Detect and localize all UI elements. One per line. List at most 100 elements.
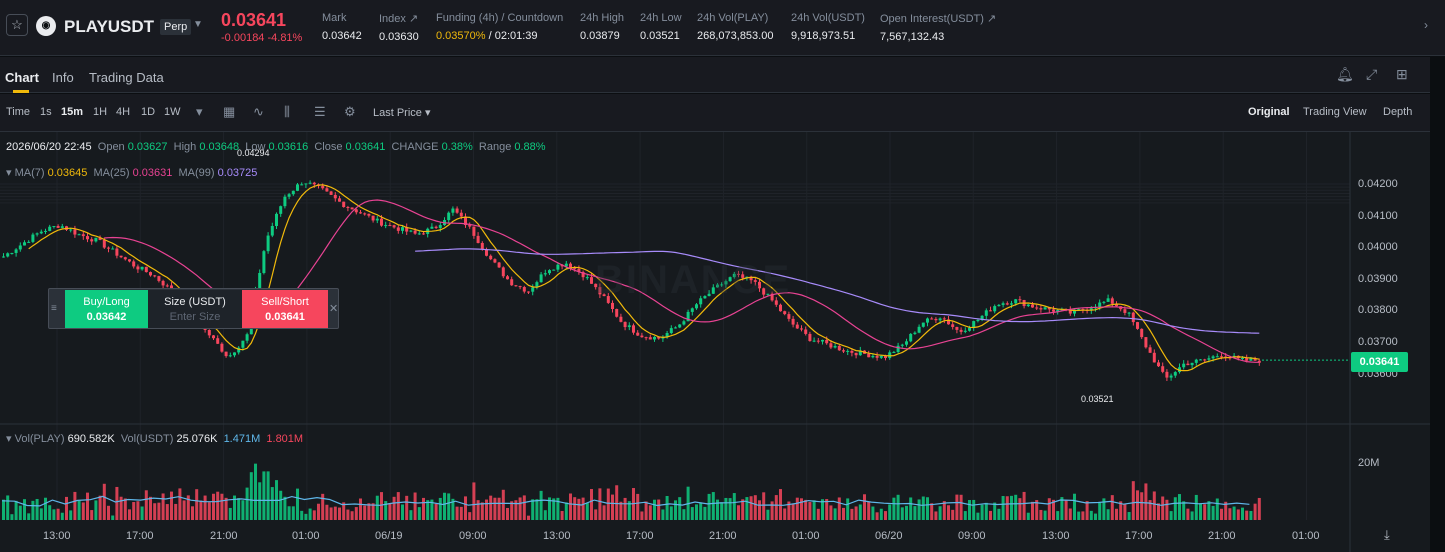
candle-body [447,212,451,221]
interval-4h[interactable]: 4H [116,106,131,118]
stat-index[interactable]: Index ↗ 0.03630 [379,13,419,43]
candle-type-icon[interactable]: ⫼ [284,104,290,119]
layout-grid-icon[interactable]: ⊞ [1396,66,1408,82]
volume-bar [854,506,858,520]
stat-open-interest[interactable]: Open Interest(USDT) ↗ 7,567,132.43 [880,13,997,43]
volume-bar [1001,496,1005,520]
volume-bar [1249,510,1253,520]
volume-bar [438,497,442,520]
x-axis-label: 21:00 [709,530,737,542]
volume-bar [329,507,333,520]
volume-bar [1211,505,1215,520]
volume-bar [753,495,757,520]
gear-icon[interactable]: ⚙ [344,104,356,119]
view-depth[interactable]: Depth [1383,106,1413,118]
interval-1s[interactable]: 1s [40,106,52,118]
close-icon[interactable]: ✕ [329,303,339,315]
volume-bar [69,510,73,520]
calendar-icon[interactable]: ▦ [223,104,236,119]
volume-bar [556,497,560,520]
sell-short-button[interactable]: Sell/Short 0.03641 [242,290,328,328]
scroll-to-latest-icon[interactable]: ⤓ [1384,527,1390,542]
settings-list-icon[interactable]: ☰ [314,104,326,119]
indicator-icon[interactable]: ∿ [253,104,264,119]
funding-countdown: / 02:01:39 [485,30,538,42]
candle-body [207,330,211,336]
view-trading-view[interactable]: Trading View [1303,106,1367,118]
buy-long-button[interactable]: Buy/Long 0.03642 [65,290,148,328]
interval-time[interactable]: Time [6,106,31,118]
volume-bar [1182,501,1186,520]
fullscreen-icon[interactable]: ⤢ [1366,66,1378,82]
candle-body [980,315,984,320]
candle-body [464,216,467,226]
volume-bar [1224,501,1228,520]
volume-bar [186,495,190,520]
candle-body [833,345,837,348]
candle-body [401,227,404,231]
candle-body [1110,298,1114,304]
symbol-dropdown-icon[interactable]: ▼ [193,19,203,30]
stat-24h-vol-play: 24h Vol(PLAY) 268,073,853.00 [697,12,774,42]
chevron-right-icon[interactable]: › [1424,18,1428,32]
interval-dropdown-icon[interactable]: ▾ [196,104,203,119]
volume-bar [863,494,866,520]
volume-bar [984,502,988,520]
candle-body [1005,303,1009,305]
tab-trading-data[interactable]: Trading Data [89,70,164,85]
candle-body [153,275,157,277]
candle-body [1245,357,1249,361]
volume-bar [711,492,715,520]
interval-1d[interactable]: 1D [141,106,156,118]
volume-bar [178,488,182,520]
volume-bar [678,497,682,520]
interval-1w[interactable]: 1W [164,106,181,118]
volume-bar [216,491,220,520]
volume-bar [1220,508,1223,520]
volume-bar [1010,495,1013,520]
volume-bar [203,495,207,520]
volume-bar [384,501,388,520]
candle-body [984,310,988,316]
symbol-name[interactable]: PLAYUSDT [64,17,155,36]
candle-body [380,218,383,226]
candlestick-chart[interactable] [0,132,1430,552]
candle-body [531,287,535,292]
volume-bar [623,497,627,520]
tab-chart[interactable]: Chart [5,70,39,85]
volume-bar [224,497,228,520]
candle-body [371,215,375,221]
candle-body [1052,309,1055,312]
tab-info[interactable]: Info [52,70,74,85]
interval-15m[interactable]: 15m [61,106,84,118]
candle-body [917,326,921,333]
candle-body [329,191,333,195]
volume-bar [930,503,934,520]
chart-area[interactable] [0,132,1430,552]
candle-body [212,335,215,339]
x-axis-label: 17:00 [626,530,654,542]
candle-body [220,343,224,352]
size-input[interactable]: Size (USDT) Enter Size [148,290,242,328]
candle-body [27,241,31,243]
x-axis-label: 09:00 [958,530,986,542]
favorite-star-icon[interactable]: ☆ [6,14,28,36]
candle-body [716,284,719,288]
volume-bar [917,499,921,520]
candle-body [632,325,635,333]
candle-body [237,347,241,353]
volume-bar [375,495,379,520]
candle-body [594,283,598,288]
view-original[interactable]: Original [1248,106,1290,118]
price-type-select[interactable]: Last Price ▾ [373,107,431,119]
volume-bar [367,503,371,520]
candle-body [1043,307,1047,310]
candle-body [800,328,803,330]
bell-icon[interactable]: 🔔︎ [1336,66,1354,82]
candle-body [438,225,442,228]
candle-body [384,225,388,227]
candle-body [795,324,799,329]
candle-body [350,207,354,210]
interval-1h[interactable]: 1H [93,106,108,118]
drag-handle-icon[interactable]: ≡ [51,303,57,314]
